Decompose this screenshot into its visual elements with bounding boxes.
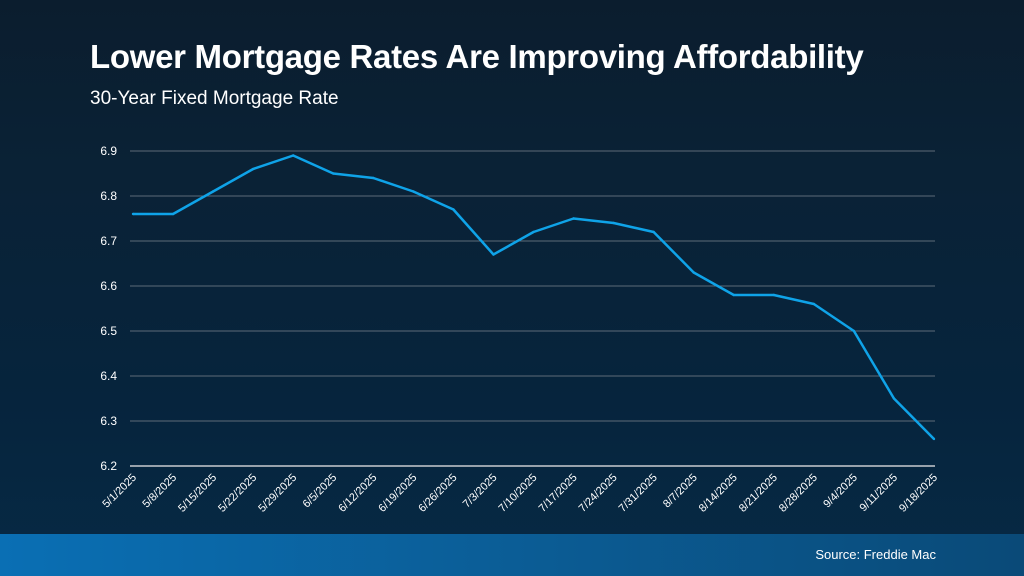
data-point [732,293,735,297]
x-tick-label: 9/4/2025 [821,472,860,511]
y-tick-label: 6.2 [100,459,117,473]
data-point [692,271,695,274]
y-tick-label: 6.6 [100,279,117,293]
data-point [332,172,335,175]
x-tick-label: 5/15/2025 [176,472,219,515]
y-tick-label: 6.5 [100,324,117,338]
line-chart: 6.2 6.3 6.4 6.5 6.6 6.7 6.8 6.9 5/1/2025 5/8/2025… [100,144,940,515]
x-tick-label: 5/8/2025 [140,472,179,511]
y-tick-label: 6.7 [100,234,117,248]
x-tick-label: 6/19/2025 [376,472,419,515]
data-point [492,253,495,256]
data-point [532,230,535,234]
data-point [892,397,896,400]
x-tick-label: 8/28/2025 [777,472,820,515]
x-tick-label: 5/1/2025 [100,472,139,511]
data-point [772,293,775,297]
series-line [133,154,935,440]
x-tick-label: 8/7/2025 [661,472,700,511]
data-point [572,217,575,220]
x-tick-label: 7/17/2025 [537,472,580,515]
x-tick-label: 6/12/2025 [336,472,379,515]
x-tick-label: 6/5/2025 [301,472,340,511]
x-tick-label: 7/3/2025 [461,472,500,511]
y-tick-label: 6.4 [100,369,117,383]
y-tick-label: 6.8 [100,189,117,203]
data-point [211,190,215,193]
source-label: Source: Freddie Mac [815,547,936,562]
x-tick-label: 9/11/2025 [858,472,901,515]
chart-title: Lower Mortgage Rates Are Improving Affor… [90,38,864,75]
x-tick-label: 7/24/2025 [577,472,620,515]
data-point [131,212,135,216]
data-point [372,176,375,180]
x-tick-label: 5/29/2025 [256,472,299,515]
x-tick-label: 5/22/2025 [216,472,259,515]
x-tick-label: 7/10/2025 [497,472,540,515]
y-tick-label: 6.9 [100,144,117,158]
data-point [812,302,816,306]
data-point [452,208,455,211]
data-point [171,212,175,216]
y-tick-label: 6.3 [100,414,117,428]
data-point [292,154,295,157]
data-point [852,329,856,333]
data-point [652,230,655,234]
x-tick-label: 7/31/2025 [617,472,660,515]
data-point [251,167,255,171]
x-tick-label: 8/21/2025 [737,472,780,515]
data-point [612,221,615,225]
x-tick-label: 6/26/2025 [416,472,459,515]
chart-subtitle: 30-Year Fixed Mortgage Rate [90,88,339,109]
x-tick-label: 9/18/2025 [897,472,940,515]
data-point [412,190,415,193]
data-point [932,437,936,441]
footer-bar: Source: Freddie Mac [0,534,1024,576]
x-tick-label: 8/14/2025 [697,472,740,515]
